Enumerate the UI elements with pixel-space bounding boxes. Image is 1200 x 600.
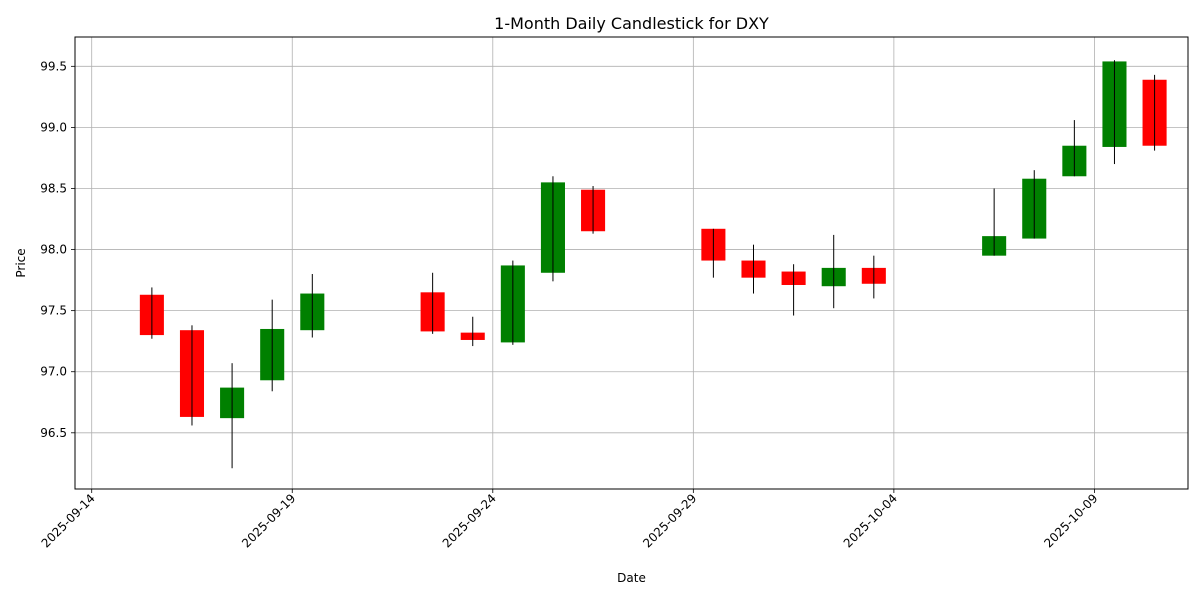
chart-title: 1-Month Daily Candlestick for DXY	[494, 14, 769, 33]
y-tick-label: 99.0	[40, 120, 67, 134]
y-tick-label: 96.5	[40, 426, 67, 440]
y-tick-label: 98.0	[40, 243, 67, 257]
x-axis-label: Date	[617, 571, 646, 585]
y-axis-label: Price	[14, 248, 28, 277]
candles	[139, 60, 1167, 469]
y-tick-label: 97.5	[40, 304, 67, 318]
y-tick-label: 98.5	[40, 181, 67, 195]
y-tick-label: 99.5	[40, 59, 67, 73]
plot-frame	[74, 36, 1189, 490]
y-tick-label: 97.0	[40, 365, 67, 379]
